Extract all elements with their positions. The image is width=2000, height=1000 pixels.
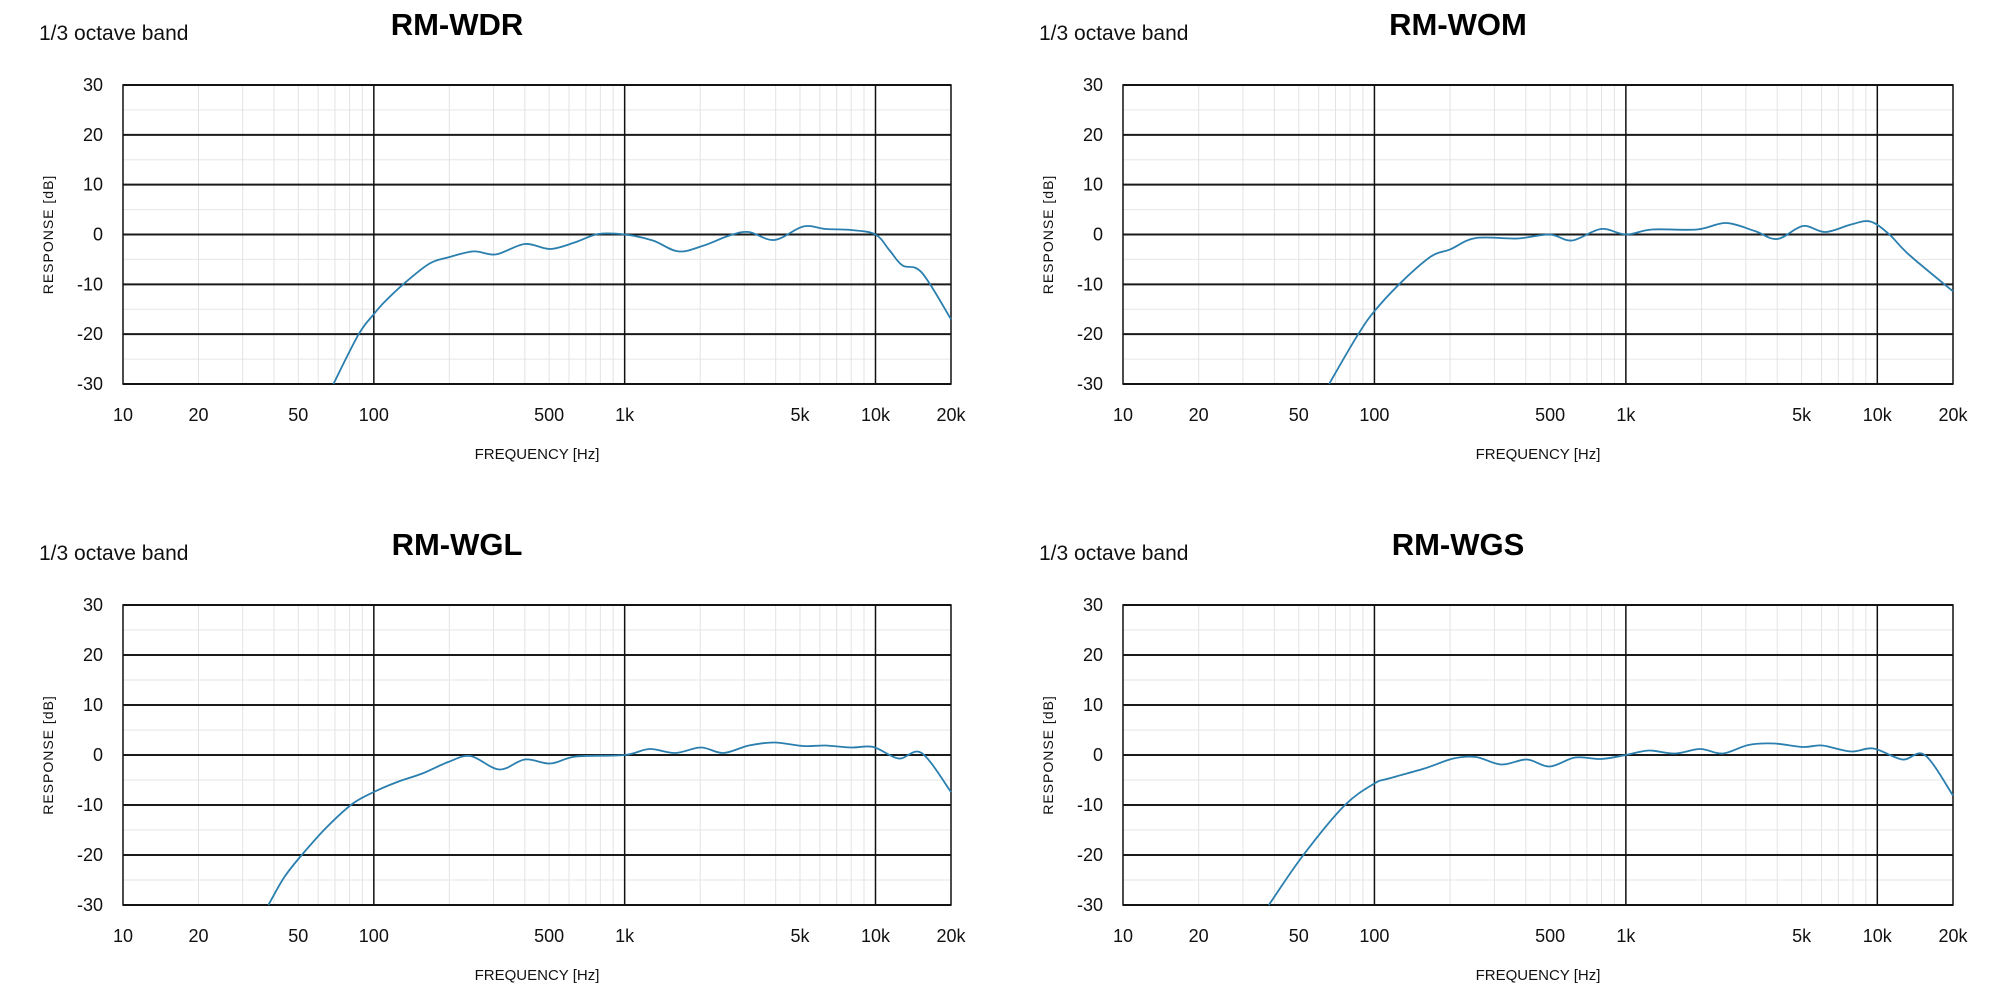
x-tick-label: 20k <box>1938 405 1968 425</box>
y-tick-label: 30 <box>83 595 103 615</box>
chart-title: RM-WGS <box>1392 527 1525 562</box>
chart-title: RM-WDR <box>391 7 524 42</box>
y-tick-label: -20 <box>77 845 103 865</box>
plot-frame <box>1122 604 1954 906</box>
x-tick-label: 500 <box>534 926 564 946</box>
response-curve <box>267 741 952 906</box>
y-tick-label: -10 <box>77 274 103 294</box>
y-tick-label: -20 <box>1077 324 1103 344</box>
x-tick-label: 1k <box>615 405 635 425</box>
plot-frame <box>122 604 952 906</box>
x-tick-label: 500 <box>534 405 564 425</box>
x-tick-label: 5k <box>790 405 810 425</box>
y-tick-label: 10 <box>1083 175 1103 195</box>
plot-frame <box>1122 84 1954 385</box>
x-tick-label: 20 <box>1189 926 1209 946</box>
x-tick-label: 20 <box>1189 405 1209 425</box>
y-axis-label: RESPONSE [dB] <box>1040 175 1056 295</box>
y-tick-label: -10 <box>1077 274 1103 294</box>
y-tick-label: 0 <box>93 225 103 245</box>
x-tick-label: 500 <box>1535 926 1565 946</box>
y-tick-label: 20 <box>1083 125 1103 145</box>
response-curve <box>332 225 952 385</box>
band-subtitle: 1/3 octave band <box>39 22 188 45</box>
x-tick-label: 10 <box>1113 926 1133 946</box>
y-tick-label: 0 <box>93 745 103 765</box>
x-tick-label: 10k <box>861 926 891 946</box>
x-tick-label: 100 <box>1359 926 1389 946</box>
x-tick-label: 5k <box>790 926 810 946</box>
x-tick-label: 10 <box>113 926 133 946</box>
x-tick-label: 20k <box>1938 926 1968 946</box>
y-tick-label: 10 <box>83 175 103 195</box>
x-tick-label: 100 <box>359 926 389 946</box>
y-tick-label: 0 <box>1093 745 1103 765</box>
x-tick-label: 10 <box>113 405 133 425</box>
response-curve <box>1268 742 1954 906</box>
y-tick-label: 0 <box>1093 225 1103 245</box>
band-subtitle: 1/3 octave band <box>1039 542 1188 565</box>
y-tick-label: 20 <box>83 125 103 145</box>
x-tick-label: 50 <box>1289 926 1309 946</box>
x-tick-label: 10 <box>1113 405 1133 425</box>
y-tick-label: 10 <box>1083 695 1103 715</box>
x-tick-label: 100 <box>1359 405 1389 425</box>
band-subtitle: 1/3 octave band <box>39 542 188 565</box>
x-tick-label: 100 <box>359 405 389 425</box>
y-tick-label: -10 <box>77 795 103 815</box>
x-tick-label: 20 <box>188 405 208 425</box>
x-tick-label: 500 <box>1535 405 1565 425</box>
chart-title: RM-WOM <box>1389 7 1527 42</box>
x-tick-label: 5k <box>1792 405 1812 425</box>
x-tick-label: 10k <box>1863 405 1893 425</box>
y-tick-label: 20 <box>83 645 103 665</box>
x-tick-label: 10k <box>861 405 891 425</box>
x-tick-label: 5k <box>1792 926 1812 946</box>
x-tick-label: 20 <box>188 926 208 946</box>
x-axis-label: FREQUENCY [Hz] <box>1476 446 1601 463</box>
y-tick-label: -30 <box>77 895 103 915</box>
x-tick-label: 20k <box>936 926 966 946</box>
y-tick-label: 10 <box>83 695 103 715</box>
response-curve <box>1328 220 1954 385</box>
y-tick-label: -30 <box>77 374 103 394</box>
y-tick-label: -20 <box>77 324 103 344</box>
y-axis-label: RESPONSE [dB] <box>40 175 56 295</box>
band-subtitle: 1/3 octave band <box>1039 22 1188 45</box>
y-tick-label: -30 <box>1077 895 1103 915</box>
y-tick-label: -30 <box>1077 374 1103 394</box>
x-axis-label: FREQUENCY [Hz] <box>475 446 600 463</box>
x-axis-label: FREQUENCY [Hz] <box>1476 967 1601 984</box>
x-tick-label: 1k <box>615 926 635 946</box>
y-tick-label: -10 <box>1077 795 1103 815</box>
y-tick-label: -20 <box>1077 845 1103 865</box>
y-tick-label: 30 <box>1083 595 1103 615</box>
y-tick-label: 30 <box>83 75 103 95</box>
x-tick-label: 1k <box>1616 405 1636 425</box>
chart-title: RM-WGL <box>392 527 523 562</box>
x-tick-label: 50 <box>1289 405 1309 425</box>
y-axis-label: RESPONSE [dB] <box>40 695 56 815</box>
x-tick-label: 50 <box>288 405 308 425</box>
y-axis-label: RESPONSE [dB] <box>1040 695 1056 815</box>
y-tick-label: 30 <box>1083 75 1103 95</box>
x-tick-label: 50 <box>288 926 308 946</box>
plot-frame <box>122 84 952 385</box>
x-tick-label: 1k <box>1616 926 1636 946</box>
x-tick-label: 10k <box>1863 926 1893 946</box>
y-tick-label: 20 <box>1083 645 1103 665</box>
x-tick-label: 20k <box>936 405 966 425</box>
x-axis-label: FREQUENCY [Hz] <box>475 967 600 984</box>
